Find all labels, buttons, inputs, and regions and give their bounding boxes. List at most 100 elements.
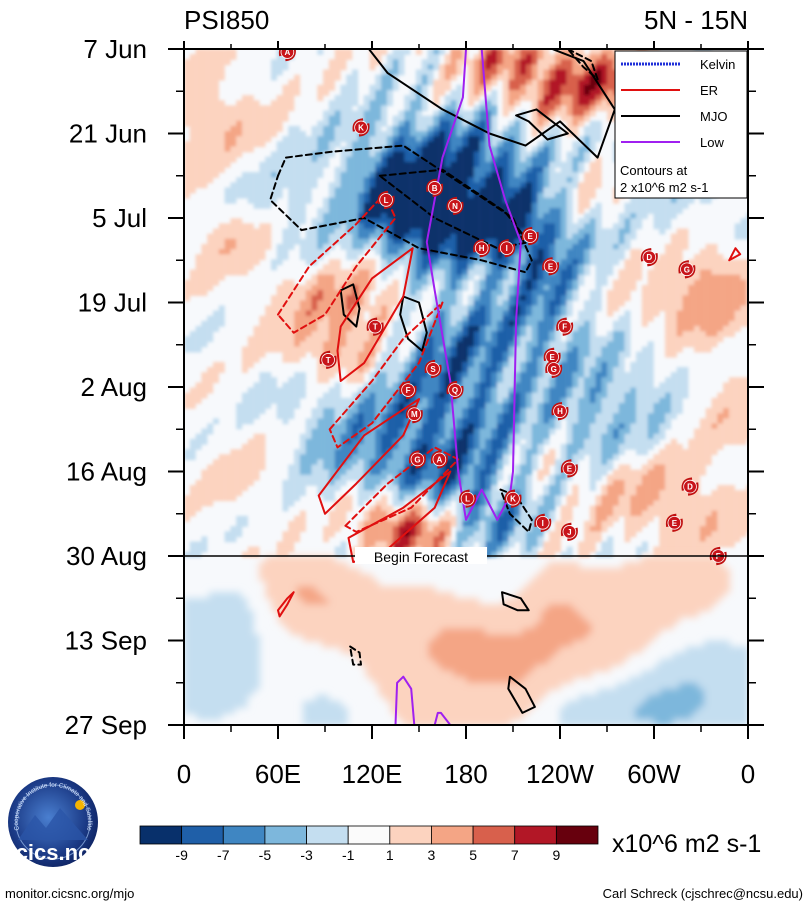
storm-label: J bbox=[567, 528, 571, 537]
footer-url[interactable]: monitor.cicsnc.org/mjo bbox=[5, 886, 134, 901]
storm-label: M bbox=[411, 410, 418, 419]
storm-label: K bbox=[358, 123, 364, 132]
storm-label: E bbox=[567, 464, 573, 473]
storm-markers: ACBKBLNEHIDEGTFTESGFQHMGAEDLKEIJF bbox=[278, 48, 727, 566]
low-pressure-forecast-contour bbox=[394, 675, 416, 725]
colorbar-swatch bbox=[514, 825, 557, 845]
footer-credit: Carl Schreck (cjschrec@ncsu.edu) bbox=[603, 886, 803, 901]
storm-label: E bbox=[549, 353, 555, 362]
storm-marker: E bbox=[665, 513, 683, 532]
colorbar-swatch bbox=[347, 825, 391, 845]
mjo-positive-contour bbox=[515, 108, 569, 141]
er-forecast-contour bbox=[277, 591, 295, 618]
storm-label: Q bbox=[452, 386, 458, 395]
colorbar-tick-label: -9 bbox=[175, 847, 188, 863]
logo-sun bbox=[75, 800, 85, 810]
y-tick-label: 5 Jul bbox=[92, 203, 147, 233]
storm-label: D bbox=[646, 253, 652, 262]
storm-label: A bbox=[436, 455, 442, 464]
colorbar-swatch bbox=[139, 825, 183, 845]
colorbar-swatch bbox=[181, 825, 224, 845]
mjo-negative-contour bbox=[269, 144, 533, 274]
mjo-positive-contour bbox=[367, 49, 616, 159]
storm-marker: I bbox=[534, 513, 552, 532]
storm-label: E bbox=[672, 519, 678, 528]
legend-label-er: ER bbox=[700, 83, 718, 98]
logo-mountains bbox=[18, 808, 88, 840]
storm-label: G bbox=[551, 365, 557, 374]
storm-marker: H bbox=[473, 238, 491, 258]
storm-marker: T bbox=[319, 350, 337, 370]
chart-title-right: 5N - 15N bbox=[644, 5, 748, 35]
colorbar-swatch bbox=[264, 825, 307, 845]
chart-title-left: PSI850 bbox=[184, 5, 269, 35]
colorbar-tick-label: 3 bbox=[428, 847, 436, 863]
storm-marker: E bbox=[560, 459, 578, 478]
x-tick-label: 60W bbox=[627, 759, 681, 789]
colorbar-units: x10^6 m2 s-1 bbox=[612, 830, 761, 858]
x-tick-label: 0 bbox=[177, 759, 191, 789]
y-tick-label: 7 Jun bbox=[83, 34, 147, 64]
storm-label: F bbox=[406, 386, 411, 395]
y-tick-label: 30 Aug bbox=[66, 541, 147, 571]
colorbar-tick-label: -5 bbox=[259, 847, 272, 863]
y-tick-label: 13 Sep bbox=[65, 626, 147, 656]
storm-label: D bbox=[687, 483, 693, 492]
er-positive-contour bbox=[347, 470, 452, 563]
colorbar-swatch bbox=[222, 825, 266, 845]
storm-marker: T bbox=[366, 317, 384, 336]
storm-marker: N bbox=[446, 196, 464, 216]
forecast-label: Begin Forecast bbox=[374, 549, 468, 565]
storm-label: S bbox=[430, 365, 436, 374]
er-positive-contour bbox=[728, 247, 742, 262]
x-tick-label: 180 bbox=[444, 759, 487, 789]
storm-label: G bbox=[684, 265, 690, 274]
storm-marker: H bbox=[551, 401, 569, 421]
y-tick-label: 21 Jun bbox=[69, 119, 147, 149]
logo-text: cics.nc bbox=[16, 840, 91, 865]
axes: 0 60E 120E 180 120W 60W 0 7 Jun 21 Jun 5 Jul 19 Ju… bbox=[65, 34, 764, 789]
storm-label: G bbox=[414, 455, 420, 464]
colorbar-tick-label: -7 bbox=[217, 847, 230, 863]
wave-contours bbox=[269, 49, 742, 725]
colorbar-swatch bbox=[555, 825, 599, 845]
x-tick-label: 120W bbox=[526, 759, 594, 789]
forecast-label-bg bbox=[355, 547, 487, 564]
colorbar-swatch bbox=[306, 825, 349, 845]
y-tick-label: 16 Aug bbox=[66, 457, 147, 487]
storm-label: H bbox=[479, 244, 485, 253]
er-negative-contour bbox=[328, 301, 444, 449]
storm-marker: D bbox=[681, 477, 699, 496]
legend-label-kelvin: Kelvin bbox=[700, 57, 735, 72]
low-pressure-contour bbox=[425, 49, 522, 521]
er-negative-contour bbox=[277, 192, 397, 334]
legend-label-low: Low bbox=[700, 135, 724, 150]
storm-label: I bbox=[542, 519, 544, 528]
storm-marker: I bbox=[498, 238, 516, 258]
storm-marker: G bbox=[408, 450, 426, 469]
er-negative-contour bbox=[344, 446, 460, 533]
colorbar-tick-label: 1 bbox=[386, 847, 394, 863]
colorbar-tick-label: 5 bbox=[469, 847, 477, 863]
colorbar-tick-label: 7 bbox=[511, 847, 519, 863]
storm-marker: E bbox=[521, 226, 539, 246]
storm-label: B bbox=[432, 184, 438, 193]
storm-label: A bbox=[285, 48, 291, 57]
storm-marker: A bbox=[278, 48, 296, 62]
x-tick-label: 60E bbox=[255, 759, 301, 789]
colorbar: -9 -7 -5 -3 -1 1 3 5 7 9 bbox=[139, 825, 599, 863]
legend-box bbox=[614, 50, 748, 199]
storm-marker: A bbox=[430, 450, 448, 469]
y-tick-label: 27 Sep bbox=[65, 710, 147, 740]
er-positive-contour bbox=[317, 398, 420, 515]
storm-label: L bbox=[384, 196, 389, 205]
colorbar-tick-label: -1 bbox=[342, 847, 355, 863]
colorbar-tick-label: 9 bbox=[552, 847, 560, 863]
storm-label: L bbox=[465, 495, 470, 504]
storm-label: F bbox=[562, 323, 567, 332]
mjo-forecast-contour bbox=[501, 591, 530, 612]
storm-label: E bbox=[528, 232, 534, 241]
low-pressure-forecast-contour bbox=[433, 711, 452, 725]
storm-label: E bbox=[548, 262, 554, 271]
storm-marker: E bbox=[542, 257, 560, 276]
